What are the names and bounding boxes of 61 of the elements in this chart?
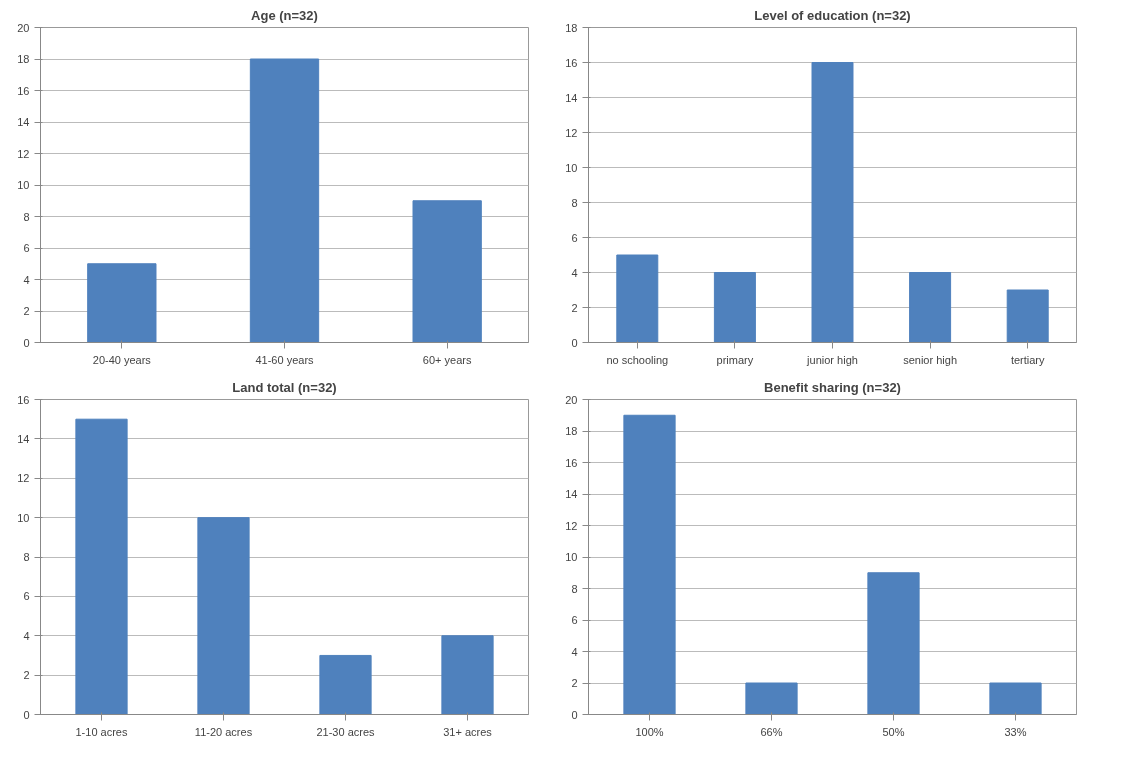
- y-tick-label: 2: [571, 677, 578, 689]
- y-tick-label: 6: [571, 614, 578, 626]
- x-tick-label: 33%: [1004, 725, 1027, 738]
- x-tick-label: primary: [716, 353, 754, 366]
- x-tick-label: 50%: [882, 725, 905, 738]
- y-tick-label: 14: [565, 91, 578, 104]
- y-tick-label: 18: [17, 53, 30, 65]
- y-tick-label: 4: [571, 645, 578, 658]
- y-tick-label: 6: [23, 590, 30, 603]
- y-tick-label: 16: [17, 84, 30, 97]
- y-tick-label: 2: [23, 669, 30, 682]
- y-tick-label: 0: [23, 708, 30, 721]
- y-tick-label: 2: [23, 305, 30, 317]
- y-tick-label: 10: [17, 511, 30, 524]
- chart-title: Level of education (n=32): [754, 7, 911, 23]
- x-tick-label: no schooling: [606, 353, 669, 366]
- y-tick-label: 12: [565, 126, 578, 139]
- y-tick-label: 6: [571, 231, 578, 244]
- chart-title: Benefit sharing (n=32): [764, 379, 901, 395]
- y-tick-label: 14: [565, 488, 578, 500]
- y-tick-label: 18: [565, 425, 578, 437]
- y-tick-label: 20: [565, 393, 578, 406]
- y-tick-label: 20: [17, 21, 30, 34]
- y-tick-label: 4: [571, 266, 578, 279]
- x-tick-label: tertiary: [1010, 353, 1046, 366]
- x-tick-label: 31+ acres: [443, 725, 493, 738]
- y-tick-label: 8: [571, 582, 578, 595]
- x-tick-label: 60+ years: [422, 353, 472, 366]
- x-tick-label: 41-60 years: [255, 353, 315, 366]
- y-tick-label: 12: [565, 519, 578, 532]
- y-tick-label: 14: [17, 116, 30, 128]
- x-tick-label: senior high: [903, 353, 958, 366]
- x-tick-label: 100%: [635, 725, 664, 738]
- x-tick-label: 21-30 acres: [316, 725, 376, 738]
- y-tick-label: 18: [565, 21, 578, 34]
- y-tick-label: 16: [565, 56, 578, 69]
- y-tick-label: 4: [23, 629, 30, 642]
- y-tick-label: 4: [23, 273, 30, 286]
- x-tick-label: 66%: [760, 725, 783, 738]
- y-tick-label: 10: [17, 179, 30, 191]
- y-tick-label: 2: [571, 301, 578, 314]
- x-tick-label: 20-40 years: [92, 353, 152, 366]
- y-tick-label: 0: [571, 708, 578, 721]
- y-tick-label: 0: [23, 336, 30, 349]
- y-tick-label: 14: [17, 432, 30, 445]
- y-tick-label: 8: [571, 196, 578, 209]
- x-tick-label: junior high: [806, 353, 858, 366]
- x-tick-label: 11-20 acres: [194, 725, 253, 738]
- y-tick-label: 12: [17, 147, 30, 160]
- x-tick-label: 1-10 acres: [75, 725, 128, 738]
- y-tick-label: 0: [571, 336, 578, 349]
- y-tick-label: 16: [565, 456, 578, 469]
- y-tick-label: 6: [23, 242, 30, 254]
- y-tick-label: 8: [23, 210, 30, 223]
- y-tick-label: 16: [17, 393, 30, 406]
- y-tick-label: 8: [23, 551, 30, 563]
- y-tick-label: 12: [17, 472, 30, 485]
- y-tick-label: 10: [565, 161, 578, 174]
- chart-title: Land total (n=32): [232, 379, 337, 395]
- chart-title: Age (n=32): [251, 7, 318, 23]
- y-tick-label: 10: [565, 551, 578, 563]
